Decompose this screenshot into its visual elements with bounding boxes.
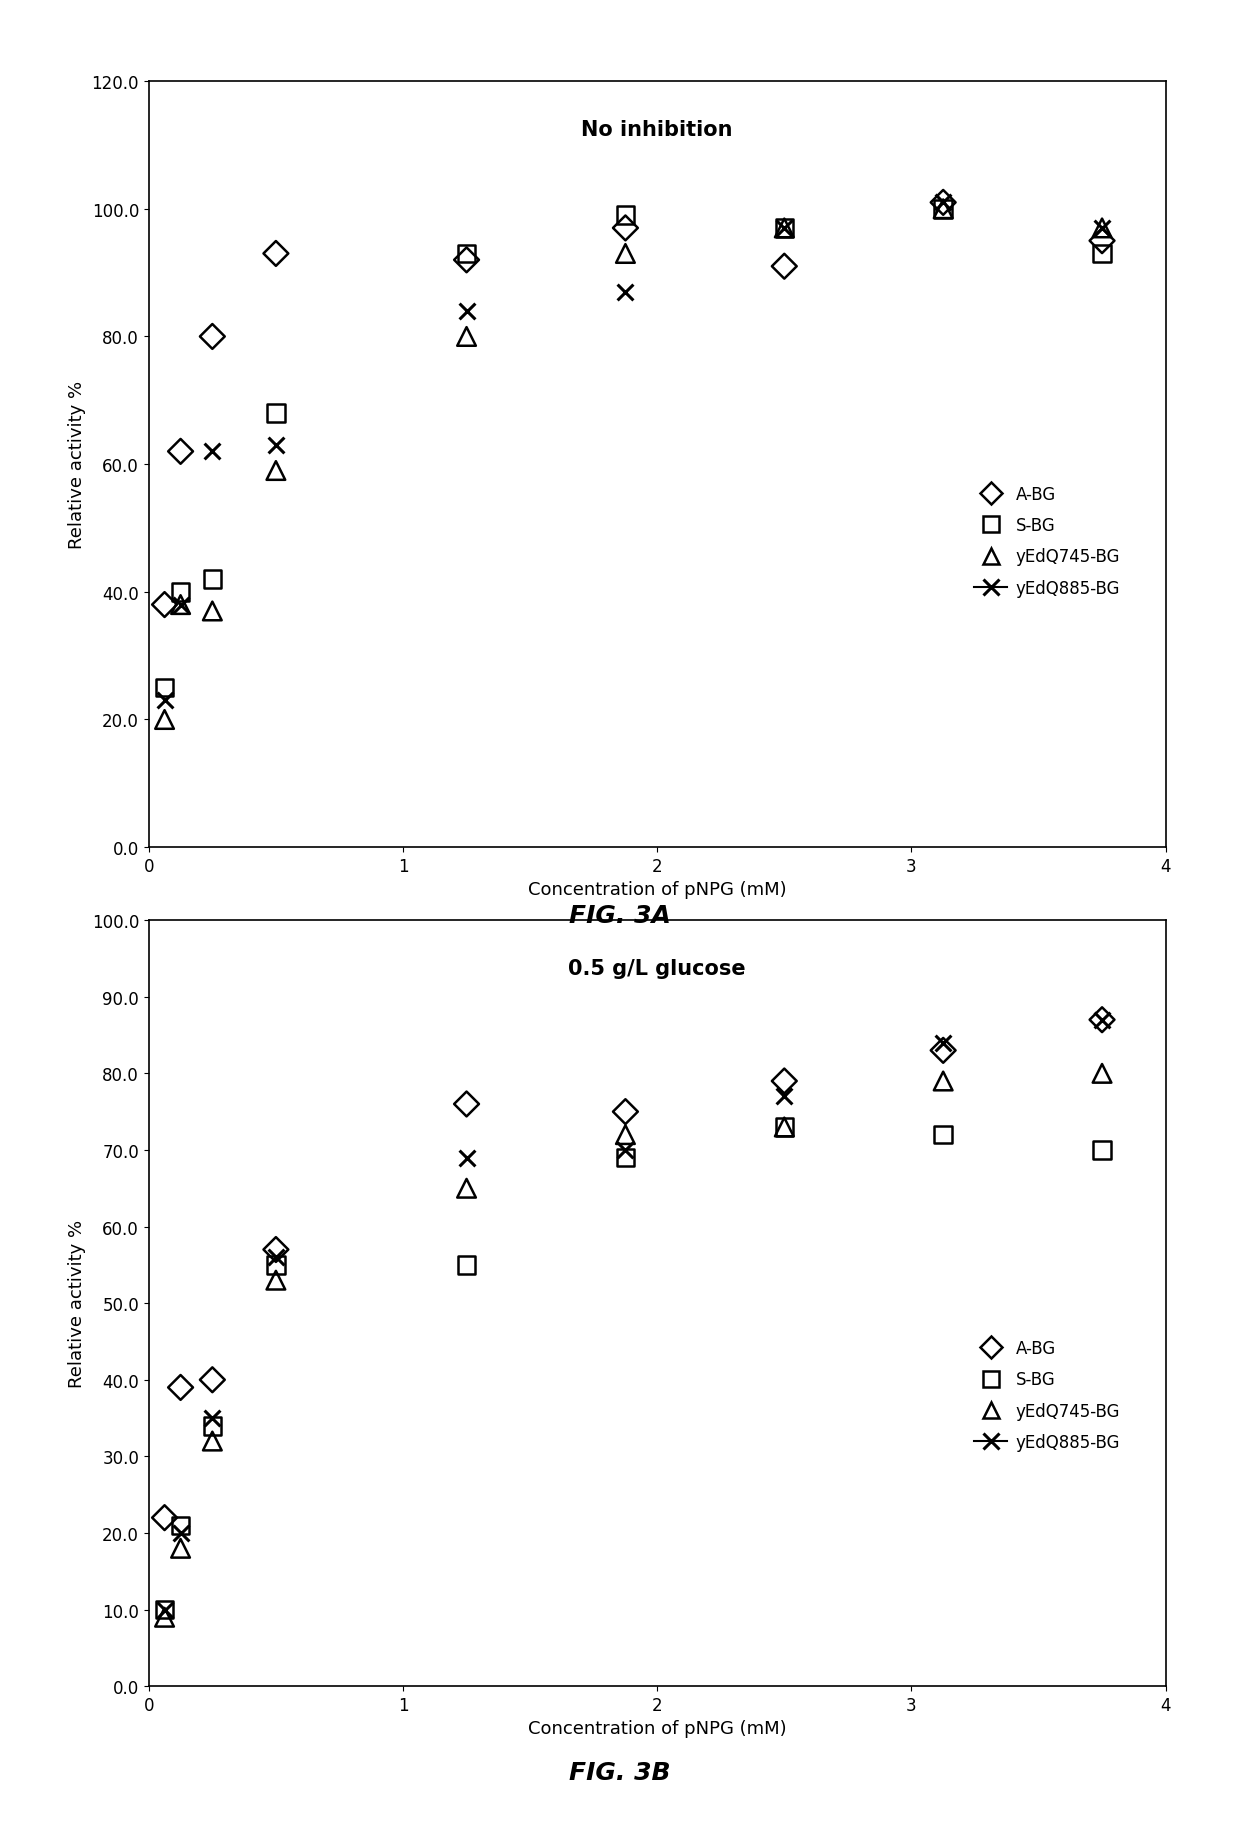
Point <box>1092 228 1112 257</box>
Point <box>774 1112 794 1141</box>
Point <box>934 195 954 224</box>
Text: FIG. 3A: FIG. 3A <box>569 902 671 928</box>
Point <box>171 438 191 467</box>
Point <box>202 1365 222 1395</box>
Point <box>774 1083 794 1112</box>
Point <box>456 1143 476 1172</box>
Legend: A-BG, S-BG, yEdQ745-BG, yEdQ885-BG: A-BG, S-BG, yEdQ745-BG, yEdQ885-BG <box>967 479 1127 603</box>
Point <box>615 202 635 232</box>
Point <box>155 591 175 620</box>
Point <box>155 685 175 715</box>
Point <box>265 1251 285 1280</box>
Point <box>155 1504 175 1533</box>
Point <box>615 215 635 244</box>
Point <box>202 598 222 627</box>
Point <box>202 1411 222 1440</box>
Point <box>265 399 285 428</box>
Point <box>265 1265 285 1294</box>
Point <box>171 591 191 620</box>
Point <box>934 1035 954 1065</box>
Point <box>934 188 954 217</box>
Point <box>171 1511 191 1540</box>
Point <box>456 246 476 275</box>
Point <box>456 1251 476 1280</box>
Text: FIG. 3B: FIG. 3B <box>569 1759 671 1785</box>
Point <box>155 1595 175 1624</box>
Point <box>934 1121 954 1150</box>
Point <box>615 1136 635 1165</box>
Point <box>934 188 954 217</box>
Point <box>171 1519 191 1548</box>
Point <box>615 1121 635 1150</box>
Point <box>456 323 476 352</box>
Point <box>456 1090 476 1119</box>
Point <box>1092 1006 1112 1035</box>
Point <box>265 456 285 485</box>
Y-axis label: Relative activity %: Relative activity % <box>68 1220 86 1387</box>
Point <box>265 430 285 459</box>
Point <box>615 1143 635 1172</box>
Point <box>774 215 794 244</box>
Point <box>456 1174 476 1203</box>
Point <box>934 1066 954 1096</box>
Point <box>155 1595 175 1624</box>
Text: 0.5 g/L glucose: 0.5 g/L glucose <box>568 959 746 979</box>
Point <box>934 1028 954 1057</box>
Point <box>155 1602 175 1632</box>
Point <box>774 215 794 244</box>
Point <box>202 438 222 467</box>
Point <box>615 277 635 306</box>
Point <box>202 323 222 352</box>
Point <box>615 239 635 268</box>
Point <box>456 297 476 326</box>
Point <box>202 1404 222 1433</box>
Point <box>155 675 175 704</box>
Point <box>171 591 191 620</box>
Point <box>171 1373 191 1402</box>
Point <box>1092 1059 1112 1088</box>
Point <box>265 239 285 268</box>
Point <box>1092 1006 1112 1035</box>
Point <box>774 1112 794 1141</box>
Point <box>1092 239 1112 268</box>
Legend: A-BG, S-BG, yEdQ745-BG, yEdQ885-BG: A-BG, S-BG, yEdQ745-BG, yEdQ885-BG <box>967 1333 1127 1458</box>
Point <box>774 1066 794 1096</box>
Y-axis label: Relative activity %: Relative activity % <box>68 381 86 549</box>
Point <box>1092 215 1112 244</box>
Point <box>202 565 222 594</box>
Point <box>774 252 794 281</box>
Point <box>615 1097 635 1127</box>
Point <box>1092 1136 1112 1165</box>
X-axis label: Concentration of pNPG (mM): Concentration of pNPG (mM) <box>528 881 786 899</box>
Point <box>202 1427 222 1457</box>
Point <box>456 239 476 268</box>
Point <box>934 195 954 224</box>
Point <box>774 215 794 244</box>
Point <box>171 578 191 607</box>
Point <box>171 1533 191 1562</box>
Point <box>265 1243 285 1272</box>
Point <box>1092 215 1112 244</box>
Text: No inhibition: No inhibition <box>582 120 733 140</box>
Point <box>265 1236 285 1265</box>
X-axis label: Concentration of pNPG (mM): Concentration of pNPG (mM) <box>528 1719 786 1737</box>
Point <box>155 706 175 735</box>
